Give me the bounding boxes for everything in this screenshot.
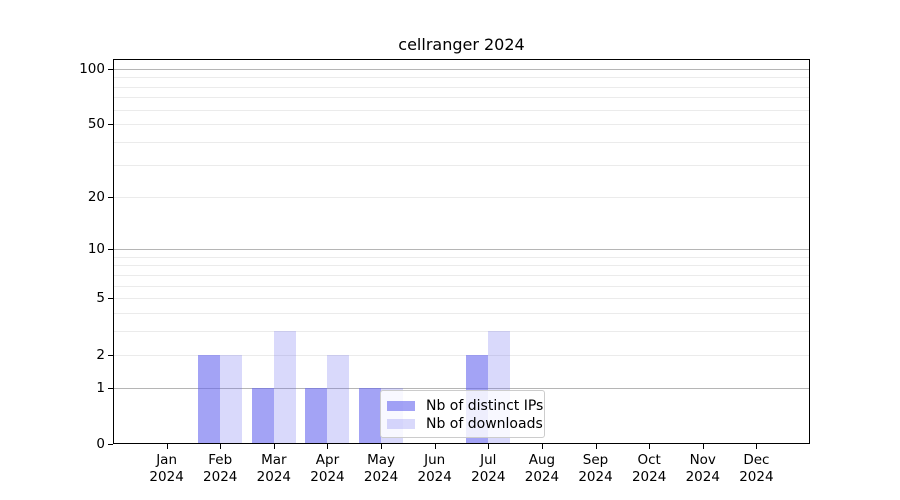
plot-area xyxy=(113,59,810,444)
bar-ips-apr xyxy=(305,387,328,444)
gridline-10 xyxy=(113,249,810,251)
x-tick-label-jan: Jan 2024 xyxy=(149,452,184,485)
x-tick-mark-aug xyxy=(541,444,543,449)
gridline-6 xyxy=(113,285,810,287)
x-tick-label-sep: Sep 2024 xyxy=(578,452,613,485)
gridline-100 xyxy=(113,68,810,70)
bar-downloads-apr xyxy=(327,354,350,444)
x-tick-mark-may xyxy=(381,444,383,449)
y-tick-mark-2 xyxy=(108,354,113,356)
x-tick-label-nov: Nov 2024 xyxy=(685,452,720,485)
legend-swatch-downloads xyxy=(387,419,415,429)
legend: Nb of distinct IPs Nb of downloads xyxy=(380,390,545,438)
x-tick-mark-mar xyxy=(273,444,275,449)
y-tick-mark-1 xyxy=(108,387,113,389)
x-tick-label-jul: Jul 2024 xyxy=(471,452,506,485)
legend-swatch-distinct-ips xyxy=(387,401,415,411)
x-tick-mark-oct xyxy=(649,444,651,449)
gridline-40 xyxy=(113,142,810,144)
y-tick-label-2: 2 xyxy=(96,346,105,363)
gridline-30 xyxy=(113,164,810,166)
y-tick-label-1: 1 xyxy=(96,379,105,396)
bar-ips-feb xyxy=(198,354,221,444)
y-tick-mark-100 xyxy=(108,68,113,70)
chart-title: cellranger 2024 xyxy=(398,35,525,54)
x-tick-label-mar: Mar 2024 xyxy=(256,452,292,485)
bar-ips-may xyxy=(359,387,382,444)
x-tick-label-dec: Dec 2024 xyxy=(739,452,774,485)
y-tick-label-10: 10 xyxy=(87,241,105,258)
y-tick-mark-10 xyxy=(108,249,113,251)
gridline-20 xyxy=(113,196,810,198)
y-tick-mark-50 xyxy=(108,124,113,126)
gridline-50 xyxy=(113,124,810,126)
x-tick-label-jun: Jun 2024 xyxy=(417,452,452,485)
gridline-7 xyxy=(113,274,810,276)
gridline-8 xyxy=(113,265,810,267)
y-tick-label-5: 5 xyxy=(96,290,105,307)
y-tick-label-0: 0 xyxy=(96,436,105,452)
y-tick-label-100: 100 xyxy=(79,60,105,77)
legend-row-distinct-ips: Nb of distinct IPs xyxy=(381,397,544,415)
x-tick-mark-dec xyxy=(756,444,758,449)
gridline-90 xyxy=(113,77,810,79)
legend-label-downloads: Nb of downloads xyxy=(426,416,543,432)
y-tick-mark-5 xyxy=(108,298,113,300)
gridline-1 xyxy=(113,387,810,389)
x-tick-mark-sep xyxy=(595,444,597,449)
x-tick-label-feb: Feb 2024 xyxy=(203,452,238,485)
gridline-9 xyxy=(113,256,810,258)
y-tick-label-50: 50 xyxy=(87,116,105,133)
bar-downloads-mar xyxy=(273,331,296,444)
x-tick-label-oct: Oct 2024 xyxy=(631,452,667,485)
gridline-80 xyxy=(113,86,810,88)
gridline-70 xyxy=(113,97,810,99)
y-tick-label-20: 20 xyxy=(87,188,105,205)
x-tick-label-may: May 2024 xyxy=(363,452,399,485)
bar-ips-mar xyxy=(251,387,274,444)
x-tick-label-aug: Aug 2024 xyxy=(524,452,560,485)
legend-label-distinct-ips: Nb of distinct IPs xyxy=(426,398,544,414)
y-tick-mark-20 xyxy=(108,196,113,198)
x-tick-label-apr: Apr 2024 xyxy=(310,452,345,485)
gridline-2 xyxy=(113,354,810,356)
x-tick-mark-apr xyxy=(327,444,329,449)
gridline-3 xyxy=(113,331,810,333)
x-tick-mark-jun xyxy=(434,444,436,449)
bar-downloads-feb xyxy=(220,354,243,444)
gridline-4 xyxy=(113,313,810,315)
x-tick-mark-jan xyxy=(166,444,168,449)
x-tick-mark-jul xyxy=(488,444,490,449)
x-tick-mark-nov xyxy=(702,444,704,449)
x-tick-mark-feb xyxy=(220,444,222,449)
gridline-60 xyxy=(113,109,810,111)
legend-row-downloads: Nb of downloads xyxy=(381,415,544,433)
gridline-5 xyxy=(113,298,810,300)
y-tick-mark-0 xyxy=(108,444,113,445)
